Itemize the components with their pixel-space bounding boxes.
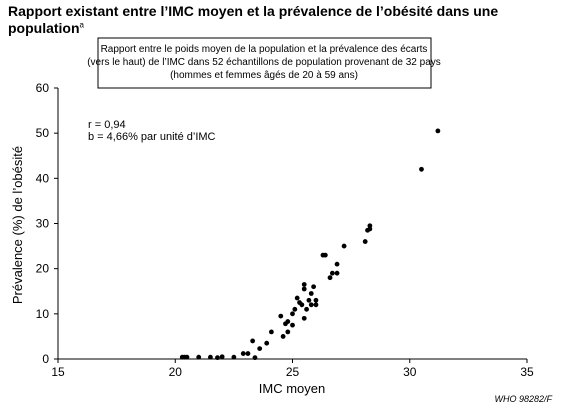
data-points bbox=[179, 128, 441, 361]
y-tick-label: 30 bbox=[36, 217, 50, 231]
y-tick-label: 20 bbox=[36, 262, 50, 276]
data-point bbox=[311, 284, 317, 290]
data-point bbox=[308, 291, 314, 296]
data-point bbox=[245, 351, 251, 356]
data-point bbox=[341, 243, 347, 249]
data-point bbox=[215, 355, 220, 361]
title-footnote-marker: a bbox=[79, 20, 84, 30]
data-point bbox=[280, 334, 286, 339]
x-axis-title: IMC moyen bbox=[259, 381, 325, 396]
data-point bbox=[252, 355, 258, 361]
data-point bbox=[250, 338, 256, 344]
data-point bbox=[208, 354, 213, 360]
x-tick-label: 30 bbox=[403, 365, 417, 379]
x-tick-label: 25 bbox=[286, 365, 300, 379]
reference-code: WHO 98282/F bbox=[494, 394, 552, 404]
data-point bbox=[278, 313, 284, 319]
data-point bbox=[299, 302, 305, 308]
data-point bbox=[327, 275, 333, 281]
slope-value: b = 4,66% par unité d’IMC bbox=[88, 131, 216, 143]
data-point bbox=[362, 239, 368, 244]
x-tick-label: 15 bbox=[51, 365, 65, 379]
data-point bbox=[301, 315, 307, 321]
y-tick-label: 0 bbox=[42, 352, 49, 366]
data-point bbox=[285, 319, 291, 324]
data-point bbox=[313, 297, 319, 303]
data-point bbox=[306, 297, 312, 303]
data-point bbox=[301, 286, 307, 292]
data-point bbox=[292, 306, 298, 312]
data-point bbox=[196, 354, 202, 360]
y-tick-label: 50 bbox=[36, 126, 50, 140]
plot-frame bbox=[57, 88, 527, 360]
data-point bbox=[294, 295, 300, 301]
chart-title: Rapport existant entre l’IMC moyen et la… bbox=[8, 3, 499, 36]
data-point bbox=[240, 351, 246, 356]
y-axis-title: Prévalence (%) de l’obésité bbox=[10, 146, 25, 304]
data-point bbox=[301, 282, 307, 287]
description-line-2: (vers le haut) de l’IMC dans 52 échantil… bbox=[87, 57, 441, 68]
data-point bbox=[313, 302, 319, 308]
data-point bbox=[285, 329, 291, 335]
data-point bbox=[184, 354, 190, 360]
data-point bbox=[264, 340, 270, 346]
y-tick-label: 60 bbox=[36, 81, 50, 95]
y-tick-label: 10 bbox=[36, 307, 50, 321]
data-point bbox=[257, 346, 263, 352]
data-point bbox=[435, 128, 441, 134]
description-box bbox=[97, 37, 432, 89]
description-line-3: (hommes et femmes âgés de 20 à 59 ans) bbox=[170, 70, 358, 81]
x-tick-label: 20 bbox=[169, 365, 183, 379]
axis-ticks: 15 20 25 30 35 0 10 20 30 40 50 60 bbox=[36, 81, 534, 379]
data-point bbox=[334, 270, 340, 276]
data-point bbox=[219, 354, 225, 360]
x-tick-label: 35 bbox=[520, 365, 534, 379]
data-point bbox=[419, 166, 424, 172]
data-point bbox=[231, 354, 237, 360]
data-point bbox=[322, 252, 328, 258]
data-point bbox=[334, 261, 340, 267]
data-point bbox=[367, 226, 373, 232]
correlation-coefficient: r = 0,94 bbox=[88, 119, 126, 131]
y-tick-label: 40 bbox=[36, 171, 50, 185]
data-point bbox=[329, 270, 335, 276]
data-point bbox=[304, 306, 309, 312]
data-point bbox=[268, 329, 274, 335]
data-point bbox=[290, 322, 295, 328]
description-line-1: Rapport entre le poids moyen de la popul… bbox=[101, 44, 428, 55]
data-point bbox=[290, 311, 295, 317]
data-point bbox=[308, 302, 314, 308]
